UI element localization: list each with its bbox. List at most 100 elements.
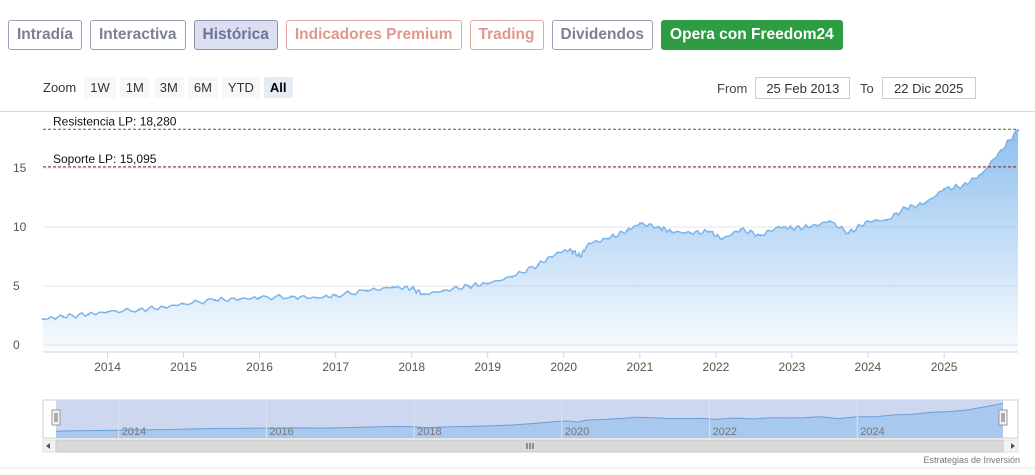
top-divider xyxy=(0,111,1035,112)
x-tick-label: 2017 xyxy=(322,360,349,374)
x-tick-label: 2020 xyxy=(550,360,577,374)
data-point xyxy=(441,289,445,292)
data-point xyxy=(467,284,470,288)
navigator-area xyxy=(56,403,1003,438)
x-tick-label: 2022 xyxy=(703,360,730,374)
tab-dividendos[interactable]: Dividendos xyxy=(551,20,654,50)
to-label: To xyxy=(860,80,874,96)
tab-interactiva[interactable]: Interactiva xyxy=(89,20,186,50)
data-point xyxy=(410,287,413,290)
navigator-label: 2014 xyxy=(122,426,146,438)
zoom-button-1w[interactable]: 1W xyxy=(84,77,116,98)
y-tick-label: 15 xyxy=(13,161,27,175)
data-point xyxy=(61,315,65,318)
chart-credit[interactable]: Estrategias de Inversión xyxy=(923,455,1020,465)
range-to: To 22 Dic 2025 xyxy=(860,77,976,99)
scroll-right-arrow-icon[interactable] xyxy=(1011,443,1015,449)
data-point xyxy=(163,306,166,309)
zoom-button-1m[interactable]: 1M xyxy=(119,77,150,98)
data-point xyxy=(638,222,642,225)
data-point xyxy=(923,202,927,205)
data-point xyxy=(790,226,794,230)
data-point xyxy=(657,225,660,229)
data-point xyxy=(721,237,724,240)
x-tick-label: 2025 xyxy=(931,360,958,374)
series-line[interactable] xyxy=(42,129,1019,321)
zoom-button-ytd[interactable]: YTD xyxy=(221,77,260,98)
data-point xyxy=(87,313,90,316)
x-tick-label: 2015 xyxy=(170,360,197,374)
tab-bar: Intradía Interactiva Histórica Indicadores … xyxy=(8,20,843,50)
tab-intradía[interactable]: Intradía xyxy=(8,20,82,50)
data-point xyxy=(999,149,1003,152)
zoom-label: Zoom xyxy=(43,80,77,95)
data-point xyxy=(670,230,673,233)
data-point xyxy=(537,263,540,266)
support-label: Soporte LP: 15,095 xyxy=(53,152,157,166)
zoom-selector: Zoom 1W 1M 3M 6M YTD All xyxy=(43,77,293,98)
to-date-input[interactable]: 22 Dic 2025 xyxy=(881,77,976,99)
data-point xyxy=(942,188,946,191)
data-point xyxy=(828,219,831,223)
x-tick-label: 2016 xyxy=(246,360,273,374)
x-tick-label: 2018 xyxy=(398,360,425,374)
navigator-line xyxy=(55,403,1004,432)
resistance-label: Resistencia LP: 18,280 xyxy=(53,114,177,128)
data-point xyxy=(980,172,983,176)
y-tick-label: 5 xyxy=(13,279,20,293)
scroll-left-arrow-icon[interactable] xyxy=(46,443,50,449)
navigator-handle-left[interactable] xyxy=(51,409,61,426)
data-point xyxy=(777,225,781,229)
x-tick-label: 2019 xyxy=(474,360,501,374)
tab-indicadores-premium[interactable]: Indicadores Premium xyxy=(285,20,462,50)
from-label: From xyxy=(717,80,748,96)
data-point xyxy=(689,231,692,235)
x-tick-label: 2024 xyxy=(855,360,882,374)
tab-opera-con-freedom24[interactable]: Opera con Freedom24 xyxy=(661,20,843,50)
data-point xyxy=(568,248,572,251)
navigator-label: 2018 xyxy=(417,426,441,438)
navigator-handle-right[interactable] xyxy=(998,409,1008,426)
x-tick-label: 2021 xyxy=(627,360,654,374)
data-point xyxy=(809,225,812,229)
data-point xyxy=(182,302,185,305)
data-point xyxy=(866,219,870,223)
x-tick-label: 2014 xyxy=(94,360,121,374)
zoom-buttons: 1W 1M 3M 6M YTD All xyxy=(84,77,293,98)
data-point xyxy=(511,275,514,278)
navigator-label: 2022 xyxy=(713,426,737,438)
data-point xyxy=(626,229,629,232)
data-point xyxy=(885,218,889,222)
data-point xyxy=(758,234,762,237)
y-tick-label: 0 xyxy=(13,338,20,352)
tab-histórica[interactable]: Histórica xyxy=(193,20,278,50)
y-tick-label: 10 xyxy=(13,220,27,234)
zoom-button-6m[interactable]: 6M xyxy=(187,77,218,98)
navigator-label: 2016 xyxy=(269,426,293,438)
data-point xyxy=(391,285,394,289)
data-point xyxy=(606,237,610,240)
x-tick-label: 2023 xyxy=(779,360,806,374)
data-point xyxy=(289,295,293,298)
data-point xyxy=(587,242,591,245)
data-point xyxy=(708,230,711,233)
data-point xyxy=(137,308,141,311)
tab-trading[interactable]: Trading xyxy=(469,20,544,50)
zoom-button-3m[interactable]: 3M xyxy=(153,77,184,98)
navigator-label: 2020 xyxy=(565,426,589,438)
data-point xyxy=(486,282,489,285)
navigator-label: 2024 xyxy=(860,426,884,438)
data-point xyxy=(41,317,45,321)
data-point xyxy=(365,289,369,292)
from-date-input[interactable]: 25 Feb 2013 xyxy=(755,77,851,99)
data-point xyxy=(847,231,850,235)
data-point xyxy=(334,294,337,297)
zoom-button-all[interactable]: All xyxy=(263,77,293,98)
data-point xyxy=(961,184,965,187)
data-point xyxy=(578,255,582,258)
navigator-selection[interactable] xyxy=(56,400,1003,438)
data-point xyxy=(239,297,242,301)
range-from: From 25 Feb 2013 xyxy=(717,77,851,99)
data-point xyxy=(904,206,907,210)
